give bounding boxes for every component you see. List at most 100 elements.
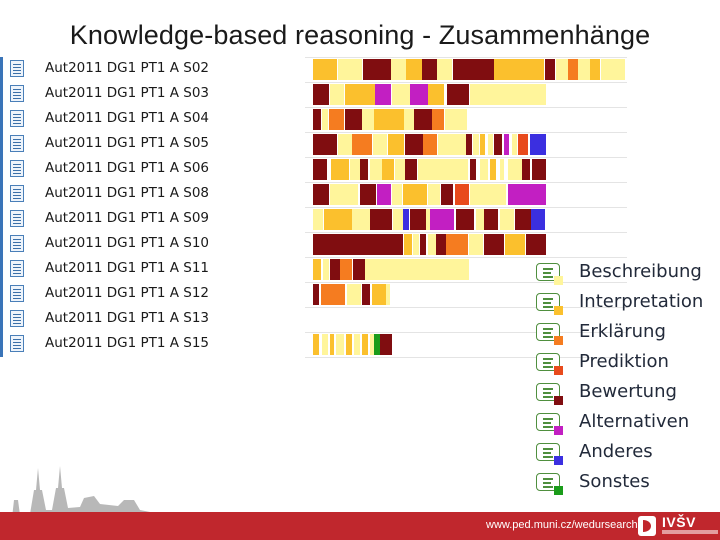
coded-segment[interactable]	[404, 234, 412, 255]
coded-segment[interactable]	[313, 334, 319, 355]
coded-segment[interactable]	[508, 159, 522, 180]
coded-segment[interactable]	[322, 334, 328, 355]
coded-segment[interactable]	[505, 234, 525, 255]
coded-segment[interactable]	[484, 209, 498, 230]
coded-segment[interactable]	[469, 234, 483, 255]
coded-segment[interactable]	[393, 209, 403, 230]
coded-segment[interactable]	[470, 184, 506, 205]
coded-segment[interactable]	[512, 134, 517, 155]
coded-segment[interactable]	[405, 159, 417, 180]
coded-segment[interactable]	[422, 59, 437, 80]
coded-segment[interactable]	[313, 259, 321, 280]
coded-segment[interactable]	[500, 159, 504, 180]
coded-segment[interactable]	[340, 259, 352, 280]
footer-url[interactable]: www.ped.muni.cz/wedursearch	[486, 519, 638, 531]
coded-segment[interactable]	[470, 84, 546, 105]
coded-segment[interactable]	[473, 134, 479, 155]
coded-segment[interactable]	[362, 109, 374, 130]
coded-segment[interactable]	[426, 209, 430, 230]
coded-segment[interactable]	[404, 109, 414, 130]
coded-segment[interactable]	[370, 334, 376, 355]
coded-segment[interactable]	[480, 134, 485, 155]
coded-segment[interactable]	[313, 134, 337, 155]
coded-segment[interactable]	[466, 134, 472, 155]
coded-segment[interactable]	[601, 59, 625, 80]
coded-segment[interactable]	[590, 59, 600, 80]
coded-segment[interactable]	[418, 159, 468, 180]
coded-segment[interactable]	[336, 334, 344, 355]
coded-segment[interactable]	[532, 159, 546, 180]
document-row[interactable]: Aut2011 DG1 PT1 A S04	[0, 107, 310, 132]
coded-segment[interactable]	[531, 209, 545, 230]
coded-segment[interactable]	[446, 234, 468, 255]
coded-segment[interactable]	[494, 134, 502, 155]
coded-segment[interactable]	[374, 109, 404, 130]
coded-segment[interactable]	[445, 109, 467, 130]
coded-segment[interactable]	[447, 84, 469, 105]
coded-segment[interactable]	[375, 84, 391, 105]
legend-item[interactable]: Anderes	[532, 438, 720, 466]
document-row[interactable]: Aut2011 DG1 PT1 A S09	[0, 207, 310, 232]
coded-segment[interactable]	[515, 209, 531, 230]
coded-segment[interactable]	[347, 284, 361, 305]
coded-segment[interactable]	[370, 159, 382, 180]
coded-segment[interactable]	[330, 259, 340, 280]
document-row[interactable]: Aut2011 DG1 PT1 A S06	[0, 157, 310, 182]
coded-segment[interactable]	[329, 109, 344, 130]
coded-segment[interactable]	[410, 84, 428, 105]
coded-segment[interactable]	[405, 134, 423, 155]
coded-segment[interactable]	[508, 184, 546, 205]
coded-segment[interactable]	[350, 159, 360, 180]
document-row[interactable]: Aut2011 DG1 PT1 A S15	[0, 332, 310, 357]
coded-segment[interactable]	[330, 334, 334, 355]
coded-segment[interactable]	[413, 234, 419, 255]
coded-segment[interactable]	[438, 134, 466, 155]
coded-segment[interactable]	[430, 209, 454, 230]
coded-segment[interactable]	[494, 59, 544, 80]
coded-segment[interactable]	[436, 234, 446, 255]
coded-segment[interactable]	[420, 234, 426, 255]
coded-segment[interactable]	[313, 209, 323, 230]
coded-segment[interactable]	[380, 334, 392, 355]
coded-segment[interactable]	[373, 134, 387, 155]
coded-segment[interactable]	[353, 259, 365, 280]
coded-segment[interactable]	[374, 334, 380, 355]
coded-segment[interactable]	[360, 159, 368, 180]
coded-segment[interactable]	[372, 284, 386, 305]
coded-segment[interactable]	[522, 159, 530, 180]
coded-segment[interactable]	[313, 234, 403, 255]
document-row[interactable]: Aut2011 DG1 PT1 A S02	[0, 57, 310, 82]
coded-segment[interactable]	[388, 134, 404, 155]
coded-segment[interactable]	[395, 159, 405, 180]
coded-segment[interactable]	[321, 284, 345, 305]
coded-segment[interactable]	[410, 209, 426, 230]
coded-segment[interactable]	[545, 59, 555, 80]
coded-segment[interactable]	[331, 159, 349, 180]
coded-segment[interactable]	[363, 59, 391, 80]
coded-segment[interactable]	[313, 184, 329, 205]
legend-item[interactable]: Beschreibung	[532, 258, 720, 286]
legend-item[interactable]: Alternativen	[532, 408, 720, 436]
coded-segment[interactable]	[313, 109, 321, 130]
coded-segment[interactable]	[346, 334, 352, 355]
coded-segment[interactable]	[338, 134, 352, 155]
coded-segment[interactable]	[480, 159, 488, 180]
coded-segment[interactable]	[526, 234, 546, 255]
coded-segment[interactable]	[403, 184, 427, 205]
coded-segment[interactable]	[476, 209, 484, 230]
coded-segment[interactable]	[403, 209, 409, 230]
coded-segment[interactable]	[345, 84, 375, 105]
coded-segment[interactable]	[324, 209, 338, 230]
coded-segment[interactable]	[322, 109, 328, 130]
coded-segment[interactable]	[313, 84, 329, 105]
coded-segment[interactable]	[406, 59, 422, 80]
coded-segment[interactable]	[362, 284, 370, 305]
coded-segment[interactable]	[330, 84, 344, 105]
coded-segment[interactable]	[338, 209, 352, 230]
coded-segment[interactable]	[504, 134, 509, 155]
coded-segment[interactable]	[437, 59, 452, 80]
coded-segment[interactable]	[360, 184, 376, 205]
coded-segment[interactable]	[392, 84, 410, 105]
coded-segment[interactable]	[484, 234, 504, 255]
coded-segment[interactable]	[362, 334, 368, 355]
